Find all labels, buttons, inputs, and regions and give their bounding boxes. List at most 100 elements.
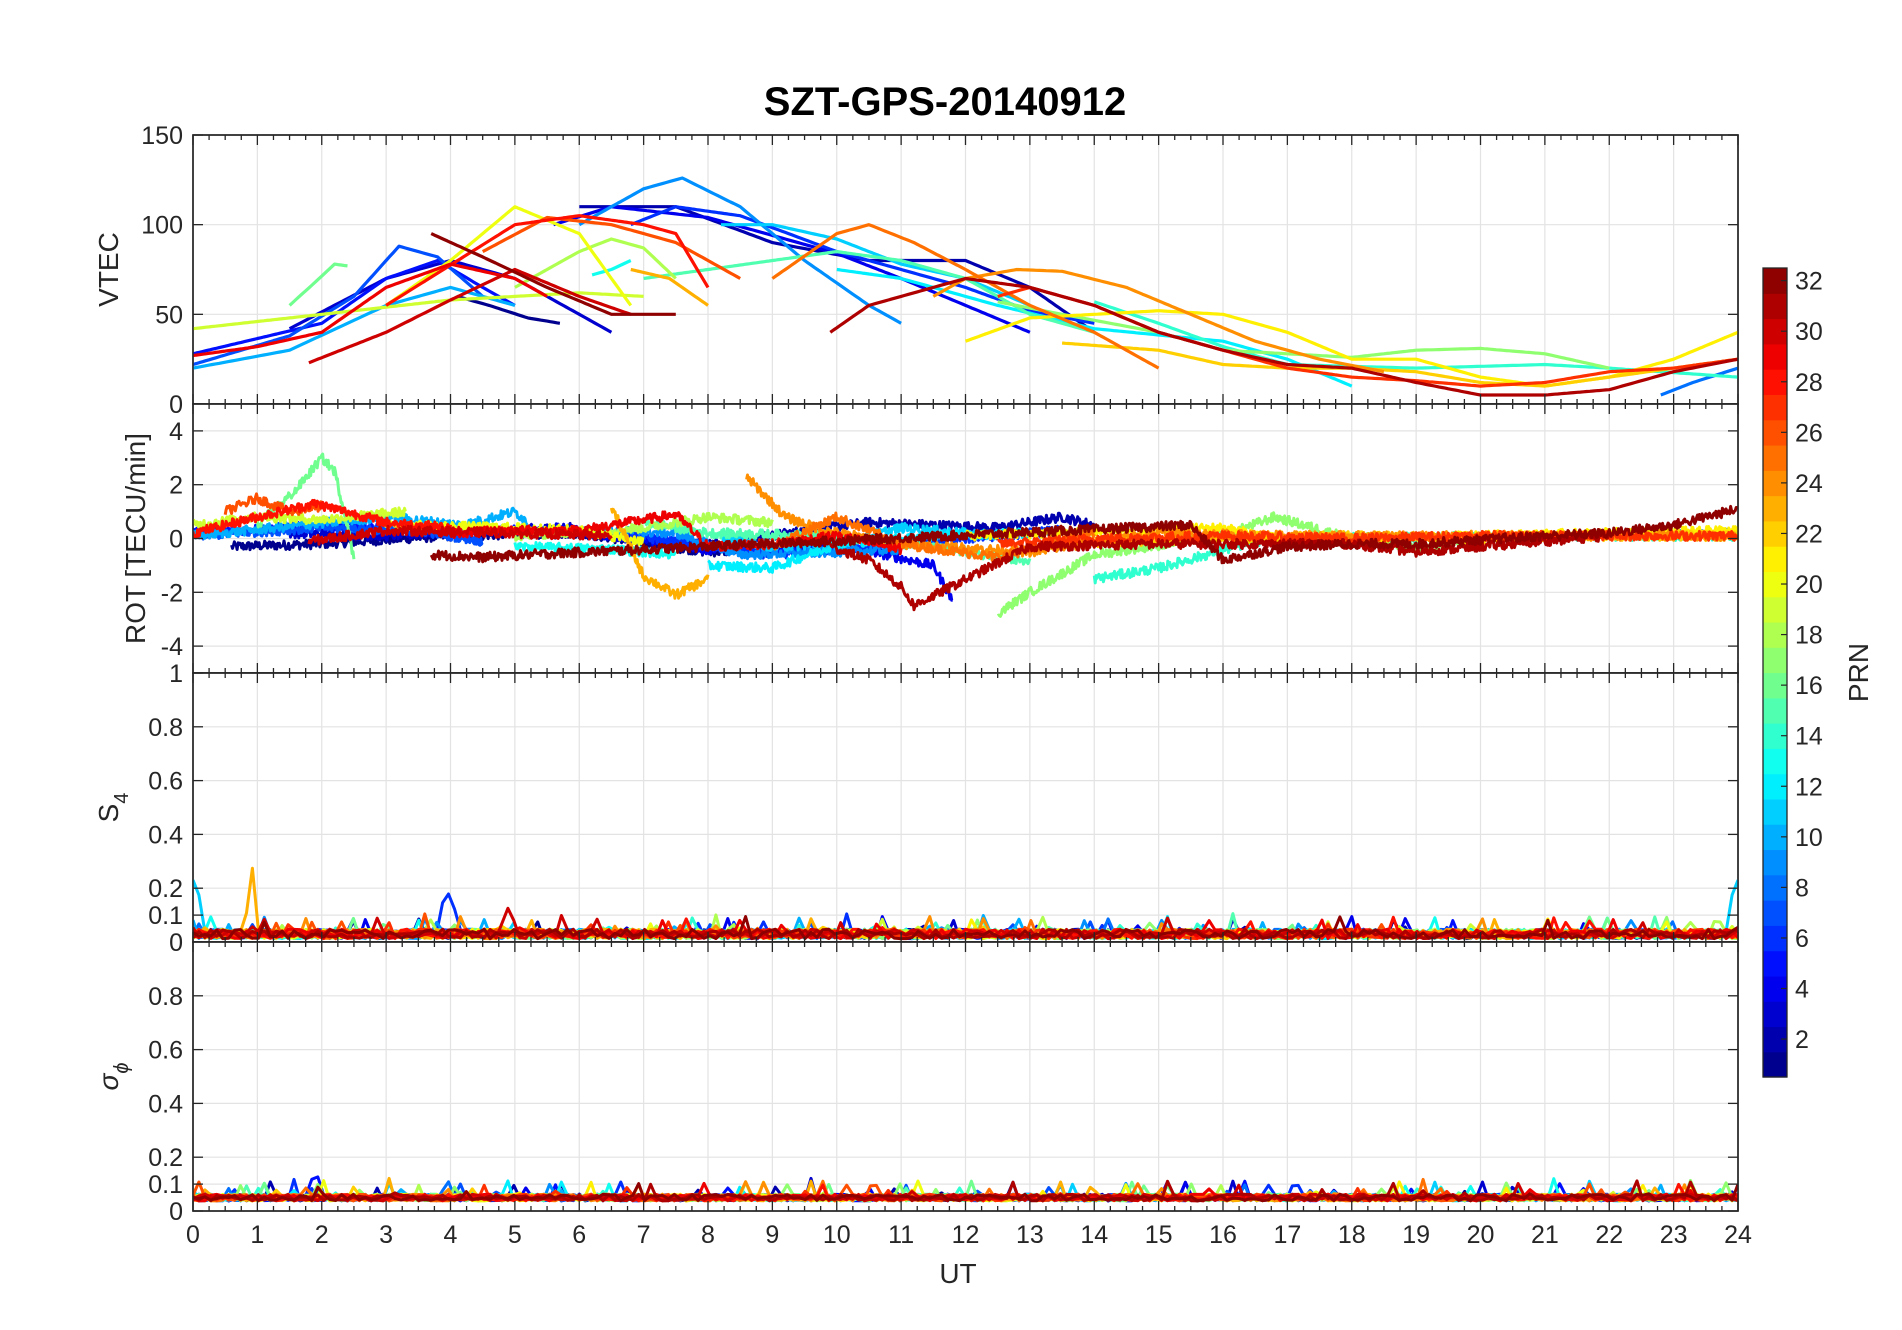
colorbar-swatch xyxy=(1763,1001,1787,1028)
x-tick-label: 6 xyxy=(572,1221,586,1249)
colorbar-swatch xyxy=(1763,697,1787,724)
x-tick-label: 23 xyxy=(1660,1221,1688,1249)
series-line-prn-23 xyxy=(630,267,709,307)
x-tick-label: 18 xyxy=(1338,1221,1366,1249)
y-axis-label: VTEC xyxy=(93,232,124,307)
colorbar-swatch xyxy=(1763,950,1787,977)
colorbar-tick-label: 26 xyxy=(1795,419,1823,447)
x-tick-label: 12 xyxy=(952,1221,980,1249)
x-tick-label: 8 xyxy=(701,1221,715,1249)
series-line-prn-25 xyxy=(771,223,1160,370)
series-line-prn-32 xyxy=(430,232,676,316)
colorbar-label: PRN xyxy=(1843,643,1874,702)
x-tick-label: 3 xyxy=(379,1221,393,1249)
x-tick-label: 20 xyxy=(1467,1221,1495,1249)
y-tick-label: 0 xyxy=(169,391,183,419)
colorbar-tick-label: 20 xyxy=(1795,571,1823,599)
y-tick-label: 0.2 xyxy=(148,1144,183,1172)
series-line-prn-8 xyxy=(1660,366,1738,397)
panel-rot: -4 -2 0 2 4 ROT [TECU/min] xyxy=(120,403,1739,674)
series-line-prn-18 xyxy=(514,237,677,289)
x-tick-label: 19 xyxy=(1402,1221,1430,1249)
colorbar-tick-label: 16 xyxy=(1795,672,1823,700)
y-tick-label: 0.4 xyxy=(148,1090,183,1118)
y-tick-label: -4 xyxy=(161,633,183,661)
series-line-prn-16 xyxy=(255,452,356,560)
colorbar-tick-label: 18 xyxy=(1795,622,1823,650)
y-axis-label-subscript: 4 xyxy=(111,793,133,804)
series-line-prn-23 xyxy=(609,507,710,600)
panel-data xyxy=(193,176,1738,397)
series-line-prn-4 xyxy=(553,205,1031,334)
y-tick-label: 0.6 xyxy=(148,768,183,796)
series-line-prn-22 xyxy=(1061,341,1738,388)
panel-border xyxy=(192,941,1739,1212)
colorbar-tick-label: 8 xyxy=(1795,874,1809,902)
y-tick-label: 0.4 xyxy=(148,821,183,849)
series-line-prn-31 xyxy=(829,276,1738,397)
x-tick-label: 14 xyxy=(1080,1221,1108,1249)
y-axis-label: S4 xyxy=(93,793,133,823)
x-tick-label: 4 xyxy=(444,1221,458,1249)
x-tick-label: 9 xyxy=(765,1221,779,1249)
colorbar-tick-label: 10 xyxy=(1795,824,1823,852)
series-line-prn-30 xyxy=(308,267,632,365)
x-tick-label: 1 xyxy=(250,1221,264,1249)
y-tick-label: 1 xyxy=(169,660,183,688)
colorbar-tick-label: 28 xyxy=(1795,369,1823,397)
series-line-prn-5 xyxy=(193,258,516,356)
x-tick-label: 21 xyxy=(1531,1221,1559,1249)
colorbar-swatch xyxy=(1763,748,1787,775)
series-line-prn-1 xyxy=(456,294,561,325)
x-tick-label: 5 xyxy=(508,1221,522,1249)
y-tick-label: 150 xyxy=(141,122,183,150)
colorbar-tick-label: 6 xyxy=(1795,925,1809,953)
y-tick-label: 0 xyxy=(169,929,183,957)
series-line-prn-9 xyxy=(578,176,902,325)
y-tick-label: 100 xyxy=(141,212,183,240)
x-tick-label: 15 xyxy=(1145,1221,1173,1249)
colorbar-swatch xyxy=(1763,900,1787,926)
panel-data xyxy=(193,1175,1738,1203)
y-tick-label: 0.1 xyxy=(148,1171,183,1199)
y-axis-label-subscript: ϕ xyxy=(111,1062,133,1073)
series-line-prn-24 xyxy=(932,267,1385,374)
colorbar-tick-label: 4 xyxy=(1795,976,1809,1004)
colorbar-swatch xyxy=(1763,596,1787,623)
series-line-prn-30 xyxy=(307,524,613,546)
x-tick-label: 17 xyxy=(1273,1221,1301,1249)
panel-data xyxy=(193,452,1738,618)
series-line-prn-28 xyxy=(385,214,710,307)
series-line-prn-32 xyxy=(429,504,1738,565)
panel-s4: 00.10.2 0.4 0.6 0.8 1 S4 xyxy=(93,660,1739,957)
panel-vtec: 0 50 100 150 VTEC xyxy=(93,122,1739,419)
x-tick-label: 2 xyxy=(315,1221,329,1249)
series-line-prn-10 xyxy=(193,285,516,370)
y-tick-label: 0.1 xyxy=(148,902,183,930)
colorbar-swatch xyxy=(1763,394,1787,421)
y-tick-label: 2 xyxy=(169,472,183,500)
y-tick-label: 0 xyxy=(169,1198,183,1226)
colorbar-tick-label: 32 xyxy=(1795,268,1823,296)
y-axis-label: σϕ xyxy=(93,1062,133,1090)
colorbar-tick-label: 12 xyxy=(1795,773,1823,801)
colorbar-swatch xyxy=(1763,343,1787,370)
x-tick-label: 11 xyxy=(888,1221,914,1249)
y-tick-label: 0.2 xyxy=(148,875,183,903)
colorbar-swatch xyxy=(1763,849,1787,876)
y-tick-label: 4 xyxy=(169,418,183,446)
colorbar-tick-label: 22 xyxy=(1795,520,1823,548)
y-tick-label: -2 xyxy=(161,579,183,607)
colorbar-swatch xyxy=(1763,647,1787,674)
series-line-prn-13 xyxy=(591,259,632,277)
colorbar-swatch xyxy=(1763,444,1787,471)
x-tick-label: 0 xyxy=(186,1221,200,1249)
colorbar-tick-label: 14 xyxy=(1795,723,1823,751)
x-tick-label: 22 xyxy=(1595,1221,1623,1249)
colorbar-frame xyxy=(1762,267,1788,1078)
y-tick-label: 50 xyxy=(155,301,183,329)
y-tick-label: 0.8 xyxy=(148,983,183,1011)
x-tick-label: 16 xyxy=(1209,1221,1237,1249)
